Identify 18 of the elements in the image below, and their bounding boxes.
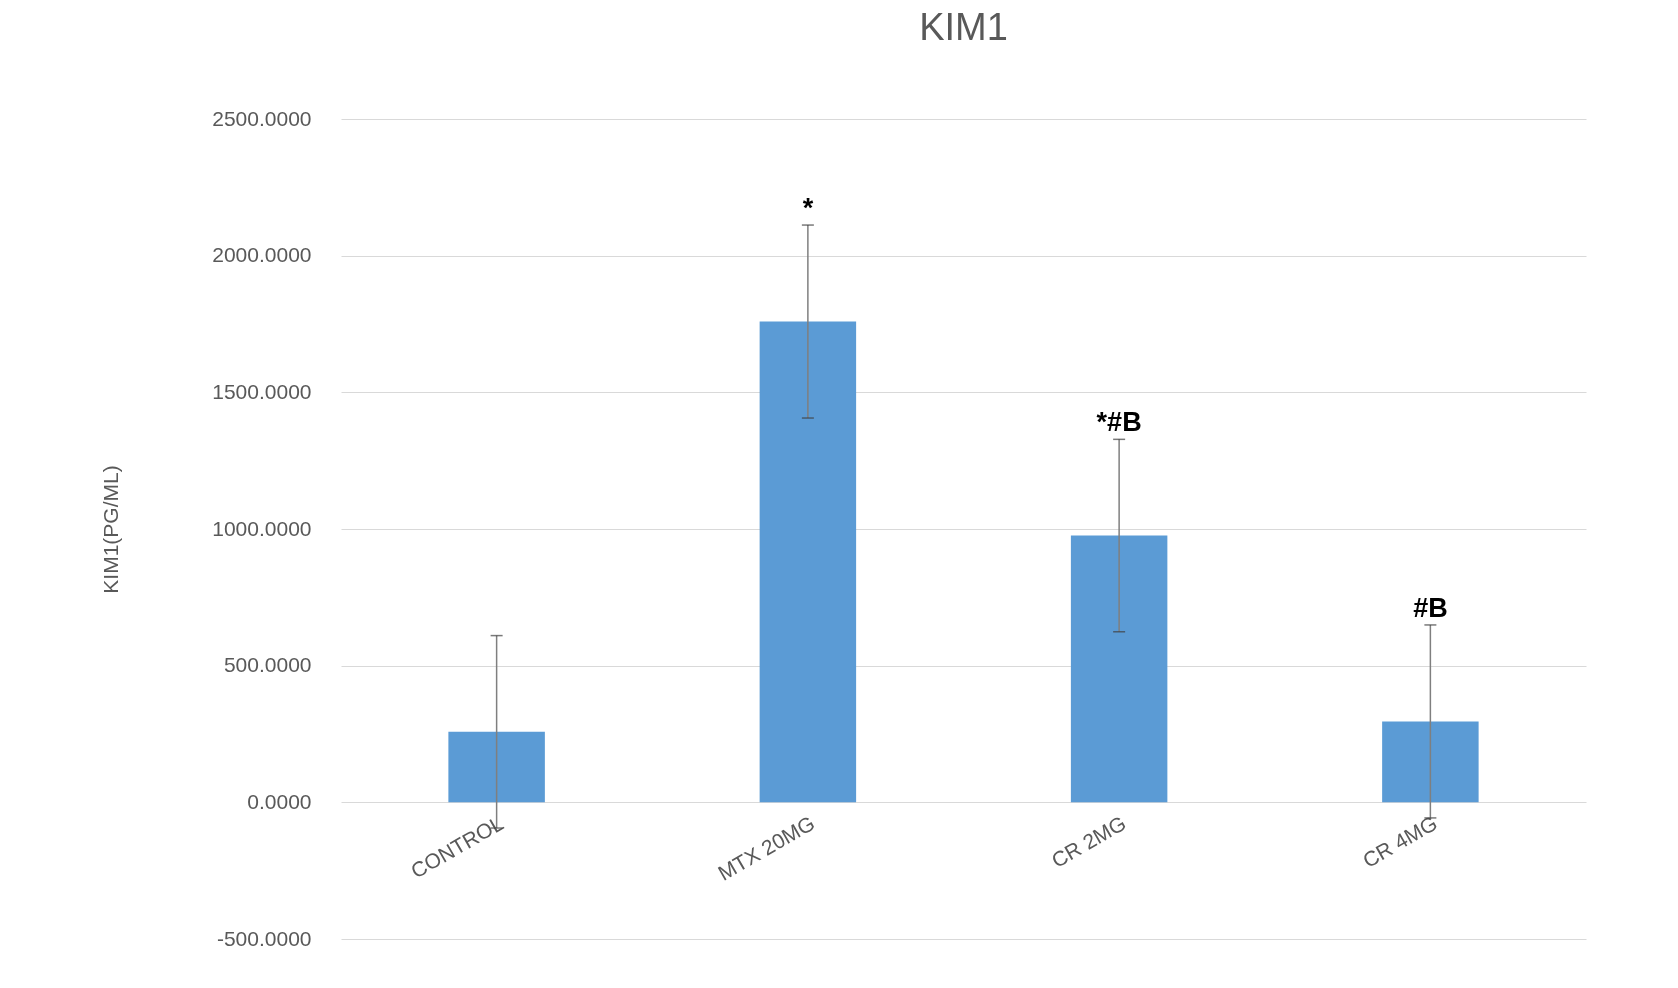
annotation: *: [802, 193, 814, 224]
y-tick-label: 1000.0000: [212, 516, 312, 540]
y-tick-label: 0.0000: [247, 789, 312, 813]
chart-title: KIM1: [919, 6, 1008, 48]
y-tick-label: -500.0000: [216, 926, 312, 950]
bar: [1070, 535, 1168, 803]
annotation: *#B: [1096, 407, 1142, 438]
y-tick-label: 2000.0000: [212, 243, 312, 267]
x-tick-label: CR 2MG: [1047, 811, 1130, 872]
annotation: #B: [1413, 592, 1448, 623]
y-tick-label: 1500.0000: [212, 379, 312, 403]
x-tick-label: CR 4MG: [1358, 811, 1441, 872]
y-tick-label: 500.0000: [223, 653, 312, 677]
bar: [448, 731, 545, 803]
y-tick-label: 2500.0000: [212, 106, 312, 130]
bar: [759, 321, 857, 803]
y-axis-title: KIM1(PG/ML): [99, 465, 123, 594]
bar: [1382, 721, 1479, 803]
